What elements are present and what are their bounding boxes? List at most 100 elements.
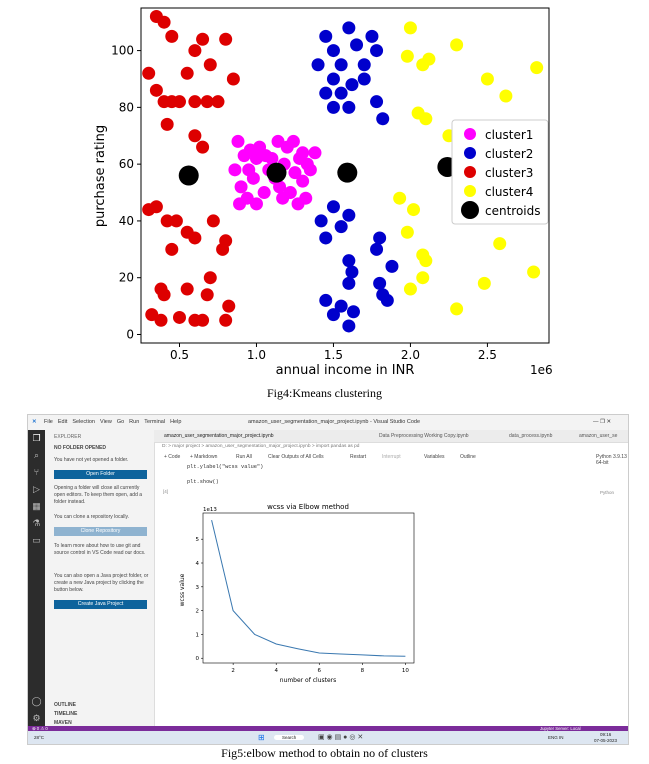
clock-date[interactable]: 07-05-2023 xyxy=(594,738,618,743)
y-axis-label: wcss value xyxy=(179,573,186,606)
cluster3-point xyxy=(160,214,174,228)
outline-section[interactable]: OUTLINE xyxy=(54,702,76,708)
outline-button[interactable]: Outline xyxy=(460,454,476,460)
vscode-icon: ✕ xyxy=(32,419,37,425)
y-tick-label: 4 xyxy=(196,561,200,567)
cluster1-point xyxy=(234,180,248,194)
breadcrumb[interactable]: D: > major project > amazon_user_segment… xyxy=(162,444,360,449)
cluster2-point xyxy=(345,265,359,279)
interrupt-button[interactable]: Interrupt xyxy=(382,454,401,460)
variables-button[interactable]: Variables xyxy=(424,454,445,460)
legend-label: cluster4 xyxy=(485,185,533,199)
tab[interactable]: amazon_user_se xyxy=(579,433,618,439)
cell-language[interactable]: Python xyxy=(600,490,615,495)
cluster3-point xyxy=(219,313,233,327)
extensions-icon[interactable]: ▦ xyxy=(32,501,41,511)
open-folder-button[interactable]: Open Folder xyxy=(54,470,147,479)
problems-indicator[interactable]: ⊗ 0 ⚠ 0 xyxy=(32,726,48,731)
cluster1-point xyxy=(243,143,257,157)
taskbar-app-icons[interactable]: ▣ ◉ ▤ ● ◎ ✕ xyxy=(318,734,364,741)
figure2-caption: Fig5:elbow method to obtain no of cluste… xyxy=(221,746,428,760)
x-tick-label: 1.5 xyxy=(324,348,343,362)
clone-repository-button[interactable]: Clone Repository xyxy=(54,527,147,536)
y-tick-label: 100 xyxy=(111,44,134,58)
kernel-selector[interactable]: Python 3.9.13 64-bit xyxy=(596,454,627,466)
menu-item[interactable]: Selection xyxy=(72,419,95,425)
run-all-button[interactable]: Run All xyxy=(236,454,252,460)
cluster2-point xyxy=(346,305,360,319)
cluster1-point xyxy=(308,146,322,160)
cluster3-point xyxy=(160,117,174,131)
x-tick-label: 8 xyxy=(361,668,365,674)
source-control-icon[interactable]: ⑂ xyxy=(33,467,40,477)
run-debug-icon[interactable]: ▷ xyxy=(33,484,40,494)
cluster2-point xyxy=(342,100,356,114)
window-controls[interactable]: — ❐ ✕ xyxy=(593,419,612,425)
cluster3-point xyxy=(203,271,217,285)
account-icon[interactable]: ◯ xyxy=(31,696,42,706)
cluster2-point xyxy=(319,29,333,43)
legend: cluster1 cluster2 cluster3 cluster4 centroid… xyxy=(451,119,549,225)
open-folder-help: Opening a folder will close all currentl… xyxy=(54,485,143,505)
jupyter-server-status[interactable]: Jupyter Server: Local xyxy=(540,726,581,731)
add-markdown-button[interactable]: + Markdown xyxy=(190,454,218,460)
menu-item[interactable]: Run xyxy=(129,419,140,425)
menu-item[interactable]: Go xyxy=(116,419,125,425)
cluster1-point xyxy=(296,174,310,188)
code-line[interactable]: plt.ylabel("wcss value") xyxy=(187,464,264,470)
chart-title: wcss via Elbow method xyxy=(267,503,349,511)
y-tick-label: 60 xyxy=(119,157,134,171)
menu-item[interactable]: Help xyxy=(170,419,182,425)
cluster3-point xyxy=(142,66,156,80)
x-tick-label: 1.0 xyxy=(247,348,266,362)
language-indicator[interactable]: ENG IN xyxy=(548,735,564,740)
tab[interactable]: data_process.ipynb xyxy=(509,433,553,439)
gear-icon[interactable]: ⚙ xyxy=(32,713,41,723)
cluster2-point xyxy=(342,254,356,268)
testing-icon[interactable]: ⚗ xyxy=(32,518,41,528)
legend-marker xyxy=(464,185,476,197)
legend-marker xyxy=(464,128,476,140)
cluster1-point xyxy=(228,163,242,177)
menu-item[interactable]: View xyxy=(100,419,112,425)
cluster2-point xyxy=(334,86,348,100)
tab[interactable]: Data Preprocessing Working Copy.ipynb xyxy=(379,433,469,439)
start-icon[interactable]: ⊞ xyxy=(258,733,265,742)
x-axis-label: number of clusters xyxy=(280,677,337,684)
cluster2-point xyxy=(334,58,348,72)
cluster2-point xyxy=(326,44,340,58)
clear-outputs-button[interactable]: Clear Outputs of All Cells xyxy=(268,454,324,460)
weather-widget[interactable]: 28°C xyxy=(34,735,45,740)
y-tick-label: 1 xyxy=(196,632,200,638)
explorer-icon[interactable]: ❐ xyxy=(32,433,41,443)
window-title: amazon_user_segmentation_major_project.i… xyxy=(248,419,421,425)
x-offset-label: 1e6 xyxy=(530,363,553,377)
wcss-line xyxy=(211,519,406,657)
cluster2-point xyxy=(350,38,364,52)
maven-section[interactable]: MAVEN xyxy=(54,720,72,726)
code-line[interactable]: plt.show() xyxy=(187,479,219,485)
add-code-button[interactable]: + Code xyxy=(164,454,181,460)
cluster2-point xyxy=(370,242,384,256)
search-icon[interactable]: ⌕ xyxy=(33,450,40,460)
cluster3-point xyxy=(154,313,168,327)
timeline-section[interactable]: TIMELINE xyxy=(54,711,78,717)
status-bar: ⊗ 0 ⚠ 0 Jupyter Server: Local xyxy=(28,726,628,731)
create-java-project-button[interactable]: Create Java Project xyxy=(54,600,147,609)
tab-active[interactable]: amazon_user_segmentation_major_project.i… xyxy=(164,433,274,439)
cluster1-point xyxy=(300,157,314,171)
y-tick-label: 3 xyxy=(196,585,200,591)
cluster3-point xyxy=(226,72,240,86)
cluster1-point xyxy=(291,197,305,211)
x-tick-label: 2.5 xyxy=(478,348,497,362)
remote-icon[interactable]: ▭ xyxy=(32,535,41,545)
menu-item[interactable]: File xyxy=(44,419,53,425)
menu-bar: File Edit Selection View Go Run Terminal Help xyxy=(44,419,186,425)
restart-button[interactable]: Restart xyxy=(350,454,367,460)
clock-time[interactable]: 09:16 xyxy=(600,732,612,737)
menu-item[interactable]: Terminal xyxy=(144,419,166,425)
x-tick-label: 4 xyxy=(274,668,278,674)
centroids-point xyxy=(337,162,358,183)
menu-item[interactable]: Edit xyxy=(57,419,68,425)
search-box[interactable]: Search xyxy=(274,735,305,740)
